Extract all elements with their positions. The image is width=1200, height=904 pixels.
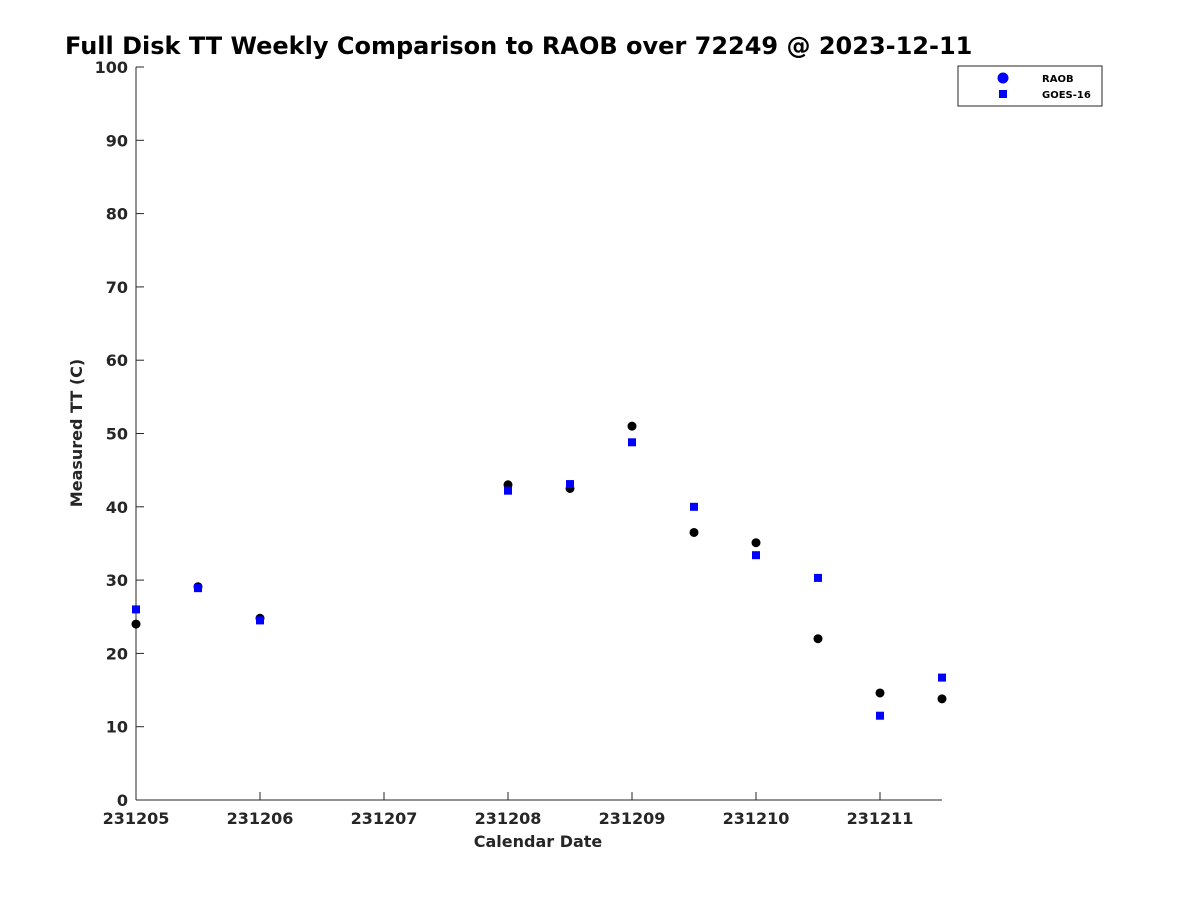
y-tick-label: 40 bbox=[106, 498, 128, 517]
raob-point bbox=[937, 694, 947, 704]
raob-point bbox=[131, 619, 141, 629]
x-tick-label: 231205 bbox=[103, 809, 170, 828]
legend-marker-raob bbox=[997, 72, 1009, 84]
raob-point bbox=[813, 634, 823, 644]
y-tick-label: 90 bbox=[106, 131, 128, 150]
legend: RAOB GOES-16 bbox=[957, 65, 1103, 107]
y-tick-label: 30 bbox=[106, 571, 128, 590]
legend-label-raob: RAOB bbox=[1042, 74, 1074, 85]
raob-point bbox=[627, 421, 637, 431]
goes-16-point bbox=[752, 551, 760, 560]
x-tick-label: 231211 bbox=[847, 809, 914, 828]
y-tick-label: 60 bbox=[106, 351, 128, 370]
y-axis-label: Measured TT (C) bbox=[67, 359, 86, 507]
goes-16-point bbox=[566, 480, 574, 489]
x-tick-label: 231207 bbox=[351, 809, 418, 828]
series-goes-16 bbox=[132, 438, 946, 720]
goes-16-point bbox=[132, 605, 140, 614]
goes-16-point bbox=[504, 486, 512, 495]
chart-title: Full Disk TT Weekly Comparison to RAOB o… bbox=[65, 32, 972, 60]
goes-16-point bbox=[876, 711, 884, 720]
raob-point bbox=[689, 527, 699, 537]
x-tick-label: 231209 bbox=[599, 809, 666, 828]
legend-label-goes-16: GOES-16 bbox=[1042, 90, 1091, 101]
x-tick-label: 231208 bbox=[475, 809, 542, 828]
goes-16-point bbox=[690, 502, 698, 511]
y-tick-label: 50 bbox=[106, 425, 128, 444]
goes-16-point bbox=[814, 573, 822, 582]
raob-point bbox=[751, 538, 761, 548]
y-tick-label: 100 bbox=[95, 58, 128, 77]
legend-marker-goes-16 bbox=[999, 90, 1007, 98]
goes-16-point bbox=[256, 616, 264, 625]
y-tick-label: 70 bbox=[106, 278, 128, 297]
y-tick-label: 80 bbox=[106, 205, 128, 224]
y-tick-label: 10 bbox=[106, 718, 128, 737]
x-tick-label: 231206 bbox=[227, 809, 294, 828]
y-tick-label: 0 bbox=[117, 791, 128, 810]
raob-point bbox=[875, 688, 885, 698]
x-tick-label: 231210 bbox=[723, 809, 790, 828]
goes-16-point bbox=[628, 438, 636, 447]
legend-box bbox=[957, 65, 1103, 107]
series-raob bbox=[131, 421, 947, 704]
goes-16-point bbox=[194, 584, 202, 593]
y-tick-label: 20 bbox=[106, 644, 128, 663]
goes-16-point bbox=[938, 673, 946, 682]
plot-area: 0 10 20 30 40 50 60 70 80 90 100 231205 231206 231207… bbox=[95, 58, 947, 828]
x-axis-label: Calendar Date bbox=[474, 832, 603, 851]
